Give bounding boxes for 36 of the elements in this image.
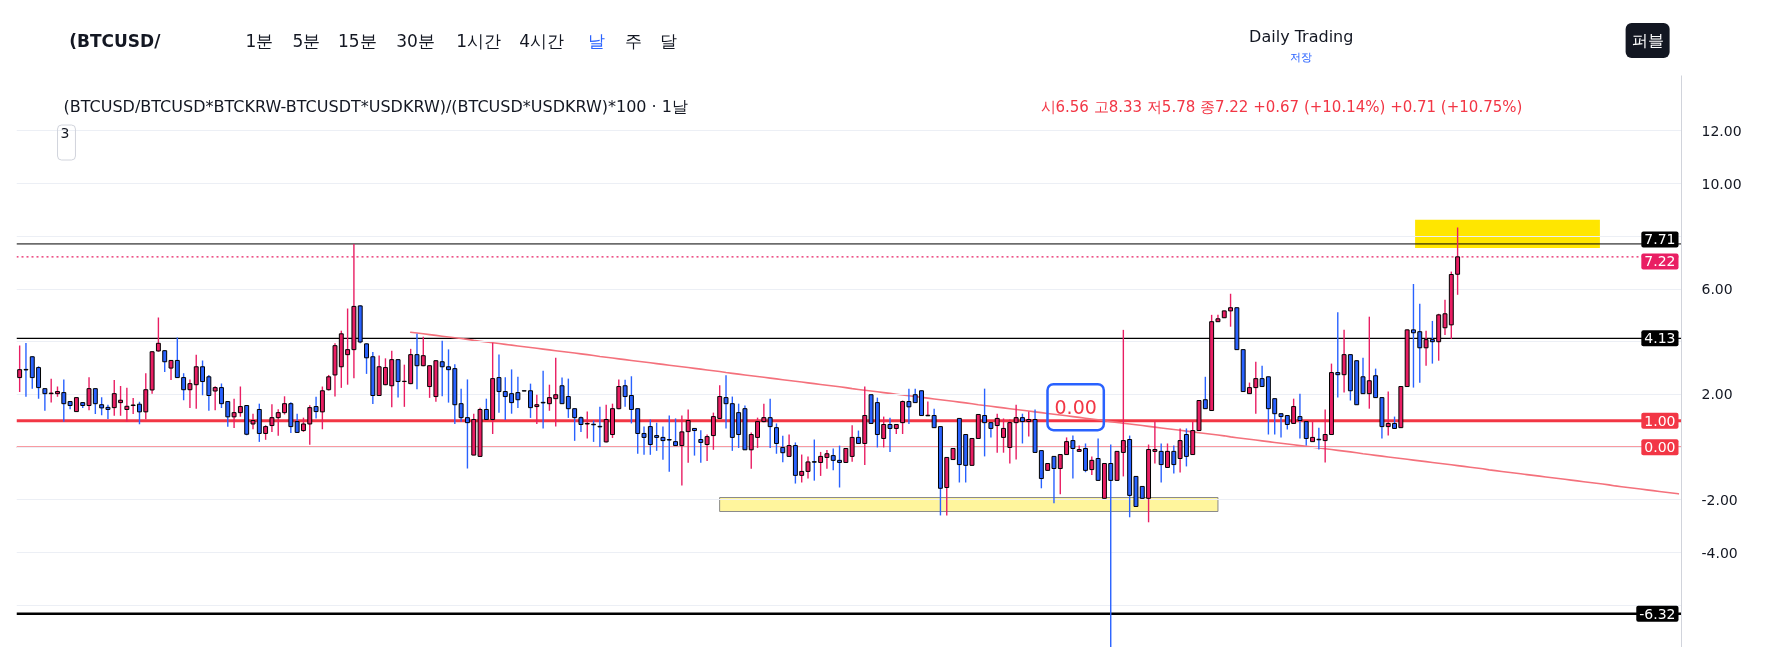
y-tick-label: 10.00 bbox=[1701, 175, 1742, 192]
text: Daily Trading bbox=[1249, 27, 1354, 46]
text: 주 bbox=[625, 30, 643, 51]
text: 1시간 bbox=[456, 30, 502, 51]
text: 달 bbox=[660, 30, 678, 51]
y-tick-label: -4.00 bbox=[1701, 544, 1738, 561]
text: 30분 bbox=[396, 30, 435, 51]
text: 1분 bbox=[245, 30, 274, 51]
line-series bbox=[409, 331, 1680, 495]
text: 시6.56 고8.33 저5.78 종7.22 +0.67 (+10.14%) +0.71 (+10.75%) bbox=[1040, 97, 1523, 116]
ref-line-label: 4.13 bbox=[1644, 330, 1676, 347]
text: 저장 bbox=[1290, 51, 1313, 64]
ref-line-label: -6.32 bbox=[1639, 605, 1676, 622]
ref-line-label: 7.22 bbox=[1644, 253, 1676, 270]
candlestick bbox=[774, 422, 779, 455]
candlestick bbox=[42, 387, 48, 412]
ref-line-label: 7.71 bbox=[1644, 231, 1676, 248]
annotation: 0.00 bbox=[1054, 396, 1097, 419]
annotation: 3 bbox=[60, 125, 70, 141]
text: 5분 bbox=[292, 30, 321, 51]
ref-line-label: 1.00 bbox=[1644, 412, 1676, 429]
y-tick-label: 12.00 bbox=[1701, 122, 1742, 139]
text: (BTCUSD/ bbox=[69, 30, 162, 51]
y-tick-label: 6.00 bbox=[1701, 281, 1733, 298]
text: 4시간 bbox=[519, 30, 565, 51]
candlestick bbox=[124, 387, 130, 423]
text: 퍼블 bbox=[1631, 31, 1664, 50]
text: 15분 bbox=[337, 30, 377, 51]
text: 날 bbox=[587, 30, 605, 51]
y-tick-label: -2.00 bbox=[1701, 491, 1738, 508]
ref-line-label: 0.00 bbox=[1644, 439, 1676, 456]
y-tick-label: 2.00 bbox=[1701, 386, 1733, 403]
text: (BTCUSD/BTCUSD*BTCKRW-BTCUSDT*USDKRW)/(BTCUSD*USDKRW)*100 · 1날 bbox=[63, 97, 688, 116]
candlestick bbox=[269, 403, 275, 433]
candlestick bbox=[597, 406, 603, 448]
candlestick bbox=[767, 397, 773, 449]
